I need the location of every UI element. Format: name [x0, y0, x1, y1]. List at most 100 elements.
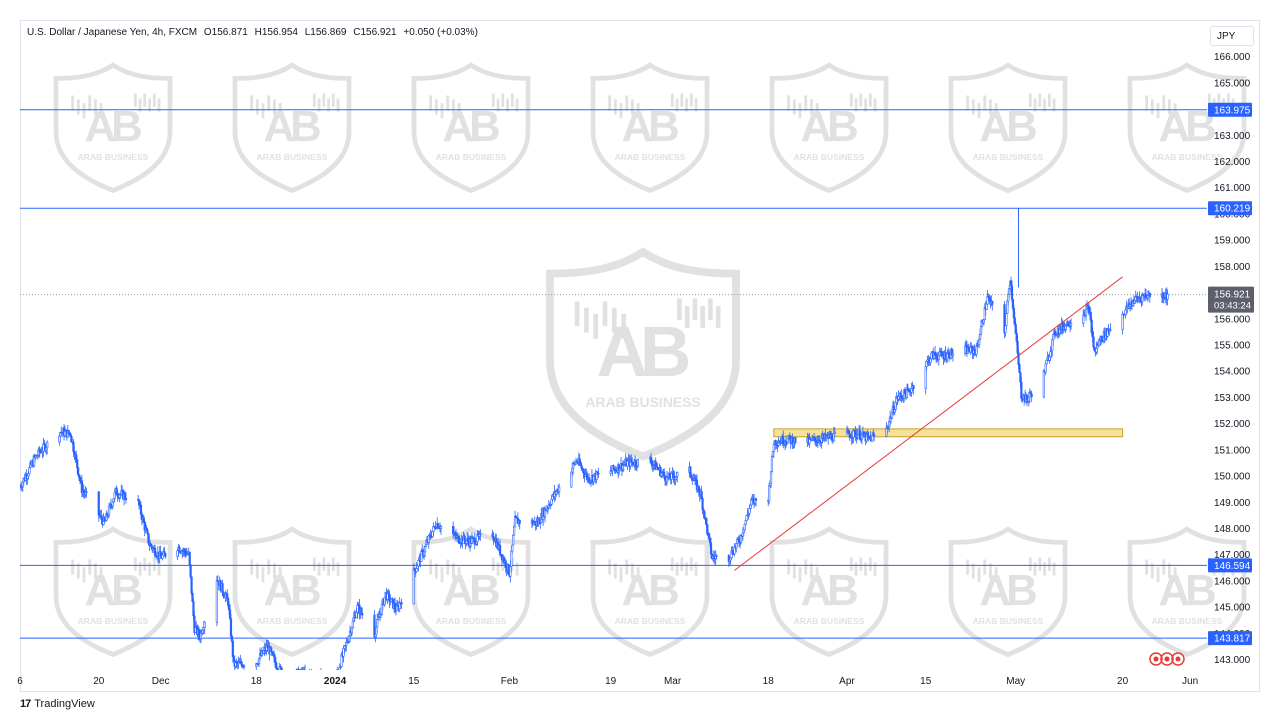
candle	[315, 674, 317, 680]
candle	[1042, 369, 1045, 399]
candle-body	[76, 459, 79, 468]
x-tick-label: 15	[408, 676, 420, 687]
x-tick-label: Jun	[1182, 676, 1198, 687]
level-label: 163.975	[1214, 105, 1251, 116]
countdown-label: 03:43:24	[1214, 301, 1251, 312]
y-tick-label: 163.000	[1214, 131, 1251, 142]
candle	[318, 673, 320, 683]
x-tick-label: May	[1006, 676, 1025, 687]
candle	[518, 519, 521, 530]
ohlc-change: +0.050 (+0.03%)	[403, 27, 478, 38]
candle-body	[318, 674, 320, 678]
watermark-letter: B	[1185, 566, 1217, 615]
candle-body	[361, 612, 364, 616]
candle	[308, 673, 310, 683]
candle-body	[317, 678, 319, 681]
candle-body	[1005, 313, 1008, 327]
candle-body	[77, 467, 80, 475]
level-label: 160.219	[1214, 204, 1251, 215]
candle	[306, 671, 308, 681]
candle	[305, 673, 307, 676]
candle-body	[873, 434, 876, 437]
watermark-text: ARAB BUSINESS	[257, 152, 328, 162]
support-zone	[773, 428, 1124, 438]
candle	[337, 666, 339, 670]
candle-body	[242, 665, 246, 668]
candle-body	[770, 455, 774, 472]
x-tick-label: 20	[1117, 676, 1129, 687]
trendline	[734, 276, 1123, 571]
level-label: 143.817	[1214, 634, 1251, 645]
candle	[85, 487, 88, 498]
candle-body	[310, 674, 312, 675]
candle-body	[164, 553, 167, 558]
candle-body	[63, 431, 67, 437]
tradingview-logo-icon[interactable]: 17	[20, 698, 31, 710]
y-tick-label: 149.000	[1214, 498, 1251, 509]
candle-body	[305, 673, 307, 674]
candle-body	[1042, 370, 1045, 398]
candle	[311, 668, 312, 670]
watermark-letter: B	[1006, 566, 1038, 615]
tradingview-label[interactable]: TradingView	[34, 698, 95, 710]
x-tick-label: 18	[251, 676, 263, 687]
y-tick-label: 159.000	[1214, 236, 1251, 247]
candle-body	[676, 472, 679, 477]
candle	[278, 671, 280, 677]
y-tick-label: 161.000	[1214, 183, 1251, 194]
y-tick-label: 162.000	[1214, 157, 1251, 168]
candle-body	[963, 346, 967, 354]
x-tick-label: 15	[920, 676, 932, 687]
candle	[951, 349, 955, 362]
candle-body	[85, 491, 88, 493]
candle-body	[229, 618, 233, 637]
candle-body	[283, 672, 285, 676]
candle	[513, 510, 517, 528]
watermark-letter: B	[111, 566, 143, 615]
candle-body	[299, 673, 301, 678]
candle-body	[708, 533, 711, 539]
candle	[1069, 318, 1073, 330]
level-label-bg	[1208, 102, 1252, 117]
candle	[124, 492, 128, 504]
candle-body	[203, 621, 206, 628]
candle-body	[769, 471, 773, 484]
y-tick-label: 151.000	[1214, 445, 1251, 456]
candle	[319, 672, 321, 674]
candle-body	[1010, 285, 1014, 300]
candle-body	[439, 526, 443, 530]
watermark-letter: B	[640, 312, 691, 392]
candle-body	[512, 534, 515, 546]
candle-body	[299, 669, 302, 670]
last-price-bg	[1208, 286, 1254, 313]
candle	[301, 666, 303, 674]
candle-body	[705, 517, 708, 525]
candle	[283, 670, 285, 681]
candle-body	[1018, 364, 1021, 373]
candle-body	[301, 672, 303, 674]
chart-frame	[20, 20, 1260, 692]
candle	[991, 300, 994, 311]
y-tick-label: 143.000	[1214, 655, 1251, 666]
live-status-icon	[1149, 652, 1185, 666]
candle-body	[75, 454, 78, 460]
candle	[299, 668, 301, 678]
y-tick-label: 147.000	[1214, 550, 1251, 561]
ohlc-low: L156.869	[304, 27, 347, 38]
candle	[310, 673, 312, 680]
candle-body	[312, 676, 314, 677]
candle-body	[636, 458, 639, 467]
candle-body	[558, 486, 561, 493]
currency-selector[interactable]: JPY	[1210, 26, 1254, 46]
x-tick-label: 18	[763, 676, 775, 687]
candle-body	[315, 676, 317, 678]
candle-body	[307, 675, 309, 676]
candle-body	[400, 602, 403, 605]
symbol-title[interactable]: U.S. Dollar / Japanese Yen, 4h, FXCM	[27, 27, 198, 38]
